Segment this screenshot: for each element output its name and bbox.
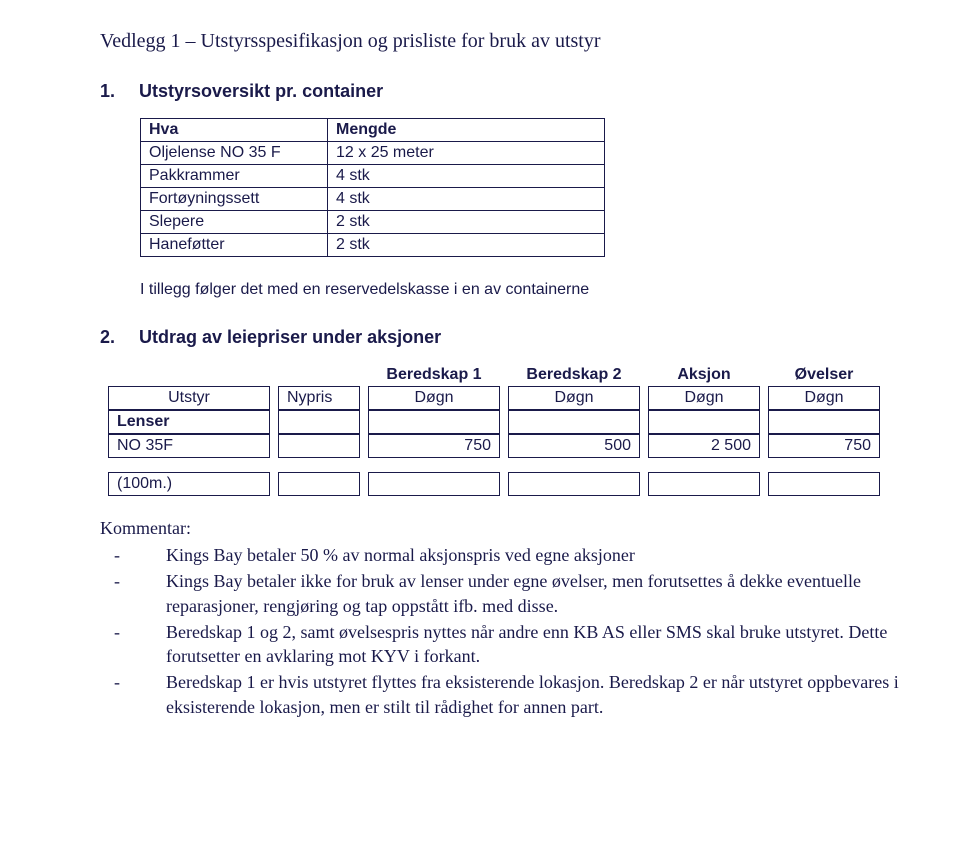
cell: Pakkrammer: [141, 165, 328, 188]
table-row: (100m.): [108, 472, 880, 496]
section-1-number: 1.: [100, 81, 134, 102]
section-1-text: Utstyrsoversikt pr. container: [139, 81, 383, 101]
reserve-note: I tillegg følger det med en reservedelsk…: [140, 281, 899, 299]
section-2-heading: 2. Utdrag av leiepriser under aksjoner: [100, 327, 899, 348]
kommentar-heading: Kommentar:: [100, 518, 899, 539]
cell: 750: [368, 434, 500, 458]
cell: [368, 410, 500, 434]
table-row: NO 35F 750 500 2 500 750: [108, 434, 880, 458]
price-header-ovelser: Øvelser: [768, 364, 880, 386]
price-sub-dogn: Døgn: [648, 386, 760, 410]
price-table: Beredskap 1 Beredskap 2 Aksjon Øvelser U…: [100, 364, 888, 496]
cell: [768, 472, 880, 496]
cell: NO 35F: [108, 434, 270, 458]
price-sub-nypris: Nypris: [278, 386, 360, 410]
table-row: Slepere 2 stk: [141, 211, 605, 234]
cell: 750: [768, 434, 880, 458]
cell: 500: [508, 434, 640, 458]
cell: [508, 472, 640, 496]
list-item: -Beredskap 1 og 2, samt øvelsespris nytt…: [140, 620, 899, 669]
price-header-aksjon: Aksjon: [648, 364, 760, 386]
table-row: Haneføtter 2 stk: [141, 234, 605, 257]
price-header-beredskap2: Beredskap 2: [508, 364, 640, 386]
equip-header-b: Mengde: [328, 119, 605, 142]
cell: 12 x 25 meter: [328, 142, 605, 165]
cell: 2 stk: [328, 211, 605, 234]
cell: Haneføtter: [141, 234, 328, 257]
section-1-heading: 1. Utstyrsoversikt pr. container: [100, 81, 899, 102]
cell: [508, 410, 640, 434]
cell: 4 stk: [328, 165, 605, 188]
page-title: Vedlegg 1 – Utstyrsspesifikasjon og pris…: [100, 30, 899, 53]
cell: [368, 472, 500, 496]
list-item: -Kings Bay betaler 50 % av normal aksjon…: [140, 543, 899, 567]
cell: 4 stk: [328, 188, 605, 211]
price-sub-dogn: Døgn: [508, 386, 640, 410]
equip-header-a: Hva: [141, 119, 328, 142]
cell: Slepere: [141, 211, 328, 234]
cell: Oljelense NO 35 F: [141, 142, 328, 165]
cell: (100m.): [108, 472, 270, 496]
list-item: -Kings Bay betaler ikke for bruk av lens…: [140, 569, 899, 618]
cell: [648, 472, 760, 496]
cell: 2 stk: [328, 234, 605, 257]
table-row: Lenser: [108, 410, 880, 434]
price-sub-dogn: Døgn: [368, 386, 500, 410]
table-row: Pakkrammer 4 stk: [141, 165, 605, 188]
section-2-number: 2.: [100, 327, 134, 348]
cell: [278, 472, 360, 496]
list-item: -Beredskap 1 er hvis utstyret flyttes fr…: [140, 670, 899, 719]
equipment-table: Hva Mengde Oljelense NO 35 F 12 x 25 met…: [140, 118, 605, 257]
kommentar-text: Kings Bay betaler 50 % av normal aksjons…: [166, 545, 635, 565]
table-row: Oljelense NO 35 F 12 x 25 meter: [141, 142, 605, 165]
cell: 2 500: [648, 434, 760, 458]
cell: [278, 434, 360, 458]
price-sub-utstyr: Utstyr: [108, 386, 270, 410]
cell: Lenser: [108, 410, 270, 434]
kommentar-text: Beredskap 1 og 2, samt øvelsespris nytte…: [166, 622, 887, 666]
kommentar-text: Kings Bay betaler ikke for bruk av lense…: [166, 571, 861, 615]
cell: Fortøyningssett: [141, 188, 328, 211]
cell: [278, 410, 360, 434]
kommentar-list: -Kings Bay betaler 50 % av normal aksjon…: [100, 543, 899, 719]
cell: [768, 410, 880, 434]
price-sub-dogn: Døgn: [768, 386, 880, 410]
section-2-text: Utdrag av leiepriser under aksjoner: [139, 327, 441, 347]
price-header-beredskap1: Beredskap 1: [368, 364, 500, 386]
table-row: Fortøyningssett 4 stk: [141, 188, 605, 211]
kommentar-text: Beredskap 1 er hvis utstyret flyttes fra…: [166, 672, 899, 716]
cell: [648, 410, 760, 434]
